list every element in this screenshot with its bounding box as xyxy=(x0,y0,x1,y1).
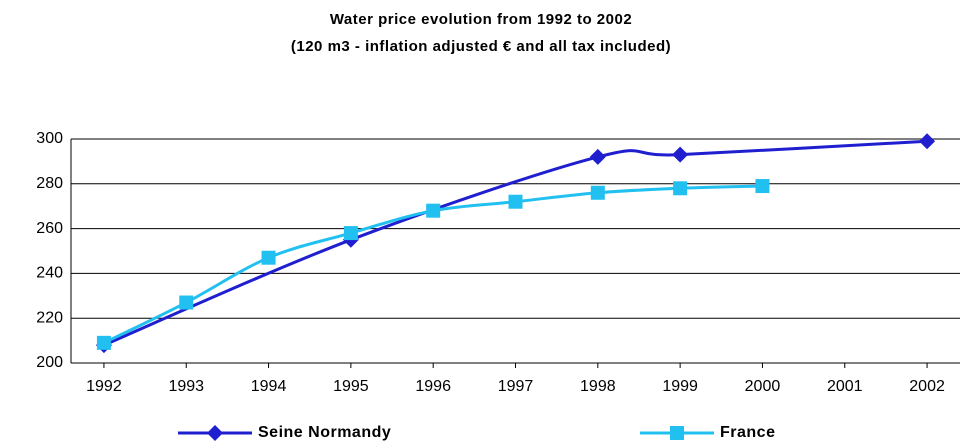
marker xyxy=(672,146,689,163)
marker xyxy=(673,181,688,196)
marker xyxy=(343,226,358,241)
legend-marker xyxy=(670,426,684,440)
marker xyxy=(755,179,770,194)
legend-label: Seine Normandy xyxy=(258,424,391,441)
y-tick-label: 200 xyxy=(36,354,63,371)
x-tick-label: 2002 xyxy=(909,378,945,395)
chart-subtitle: (120 m3 - inflation adjusted € and all t… xyxy=(291,38,671,55)
x-tick-label: 1992 xyxy=(86,378,122,395)
x-tick-label: 1993 xyxy=(168,378,204,395)
x-tick-label: 2001 xyxy=(827,378,863,395)
marker xyxy=(179,295,194,310)
marker xyxy=(590,185,605,200)
x-tick-label: 1994 xyxy=(251,378,287,395)
marker xyxy=(96,335,111,350)
x-tick-label: 1999 xyxy=(662,378,698,395)
y-tick-label: 220 xyxy=(36,309,63,326)
marker xyxy=(589,148,606,165)
x-tick-label: 2000 xyxy=(745,378,781,395)
series-line xyxy=(103,139,928,347)
x-tick-label: 1995 xyxy=(333,378,369,395)
marker xyxy=(919,133,936,150)
x-tick-label: 1997 xyxy=(498,378,534,395)
marker xyxy=(261,250,276,265)
marker xyxy=(508,194,523,209)
x-tick-label: 1998 xyxy=(580,378,616,395)
y-tick-label: 280 xyxy=(36,175,63,192)
y-tick-label: 300 xyxy=(36,130,63,147)
x-tick-label: 1996 xyxy=(415,378,451,395)
legend-marker xyxy=(207,425,223,441)
legend-label: France xyxy=(720,424,775,441)
y-tick-label: 240 xyxy=(36,265,63,282)
y-tick-label: 260 xyxy=(36,220,63,237)
marker xyxy=(426,203,441,218)
chart-title: Water price evolution from 1992 to 2002 xyxy=(330,11,632,28)
